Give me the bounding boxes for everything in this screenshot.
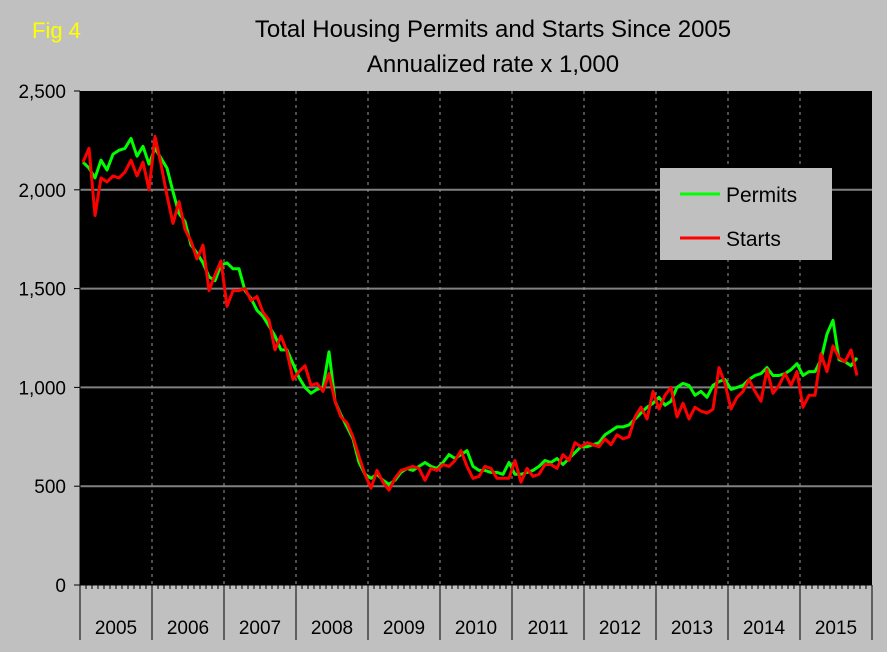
- y-tick-label: 2,500: [18, 82, 66, 103]
- legend-permits-label: Permits: [726, 184, 797, 207]
- x-tick-label: 2011: [528, 618, 569, 639]
- fig-label: Fig 4: [32, 18, 81, 43]
- legend-box: [660, 168, 832, 260]
- chart-subtitle: Annualized rate x 1,000: [367, 51, 619, 78]
- x-tick-label: 2009: [383, 618, 425, 639]
- x-tick-label: 2014: [743, 618, 786, 639]
- series-line-starts: [81, 134, 859, 492]
- y-tick-label: 1,500: [18, 280, 66, 301]
- legend-starts-label: Starts: [726, 228, 781, 251]
- y-tick-label: 500: [34, 477, 66, 498]
- x-tick-label: 2012: [599, 618, 641, 639]
- x-tick-label: 2008: [311, 618, 353, 639]
- x-tick-label: 2006: [167, 618, 209, 639]
- y-tick-label: 0: [55, 576, 66, 597]
- x-tick-label: 2015: [815, 618, 857, 639]
- x-tick-label: 2007: [239, 618, 281, 639]
- x-tick-label: 2013: [671, 618, 713, 639]
- x-tick-label: 2010: [455, 618, 497, 639]
- legend: Permits Starts: [660, 168, 832, 260]
- chart-title: Total Housing Permits and Starts Since 2…: [255, 16, 731, 43]
- y-tick-label: 1,000: [18, 378, 66, 399]
- x-tick-label: 2005: [95, 618, 137, 639]
- y-tick-label: 2,000: [18, 181, 66, 202]
- plot-area: [80, 91, 872, 585]
